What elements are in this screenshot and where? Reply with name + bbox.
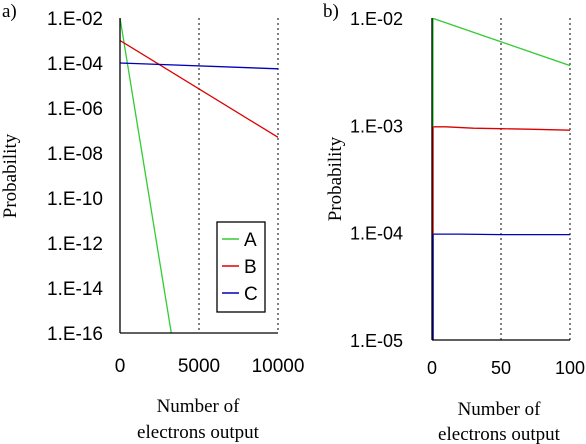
x-tick-label: 100 bbox=[555, 358, 585, 378]
x-tick-label: 0 bbox=[115, 356, 126, 377]
y-axis-label: Probability bbox=[0, 133, 21, 218]
series-line-B bbox=[432, 126, 570, 131]
y-tick-label: 1.E-02 bbox=[350, 9, 403, 29]
y-tick-label: 1.E-04 bbox=[350, 224, 403, 244]
x-axis-label: electrons output bbox=[438, 424, 561, 444]
y-tick-label: 1.E-08 bbox=[47, 144, 103, 165]
series-line-A bbox=[432, 18, 570, 67]
series-line-A bbox=[120, 18, 172, 333]
y-tick-label: 1.E-04 bbox=[47, 54, 103, 75]
y-tick-label: 1.E-16 bbox=[47, 324, 103, 345]
y-tick-label: 1.E-02 bbox=[47, 9, 103, 30]
y-tick-label: 1.E-10 bbox=[47, 189, 103, 210]
legend-label: A bbox=[244, 230, 257, 251]
y-tick-label: 1.E-05 bbox=[350, 331, 403, 351]
y-tick-label: 1.E-03 bbox=[350, 116, 403, 136]
x-tick-label: 50 bbox=[491, 358, 511, 378]
series-line-C bbox=[120, 62, 278, 70]
panel-label: a) bbox=[2, 1, 17, 22]
legend-box bbox=[216, 221, 266, 313]
y-axis-label: Probability bbox=[325, 136, 346, 221]
legend-label: C bbox=[244, 284, 258, 305]
x-tick-label: 5000 bbox=[178, 356, 220, 377]
series-line-B bbox=[120, 39, 278, 138]
x-tick-label: 10000 bbox=[252, 356, 305, 377]
x-axis-label: Number of bbox=[157, 396, 241, 417]
y-tick-label: 1.E-06 bbox=[47, 99, 103, 120]
legend-label: B bbox=[244, 257, 257, 278]
x-tick-label: 0 bbox=[427, 358, 437, 378]
x-axis-label: electrons output bbox=[137, 422, 260, 443]
y-tick-label: 1.E-14 bbox=[47, 279, 103, 300]
y-tick-label: 1.E-12 bbox=[47, 234, 103, 255]
series-line-C bbox=[432, 233, 570, 236]
panel-label: b) bbox=[323, 1, 339, 22]
x-axis-label: Number of bbox=[458, 399, 542, 420]
